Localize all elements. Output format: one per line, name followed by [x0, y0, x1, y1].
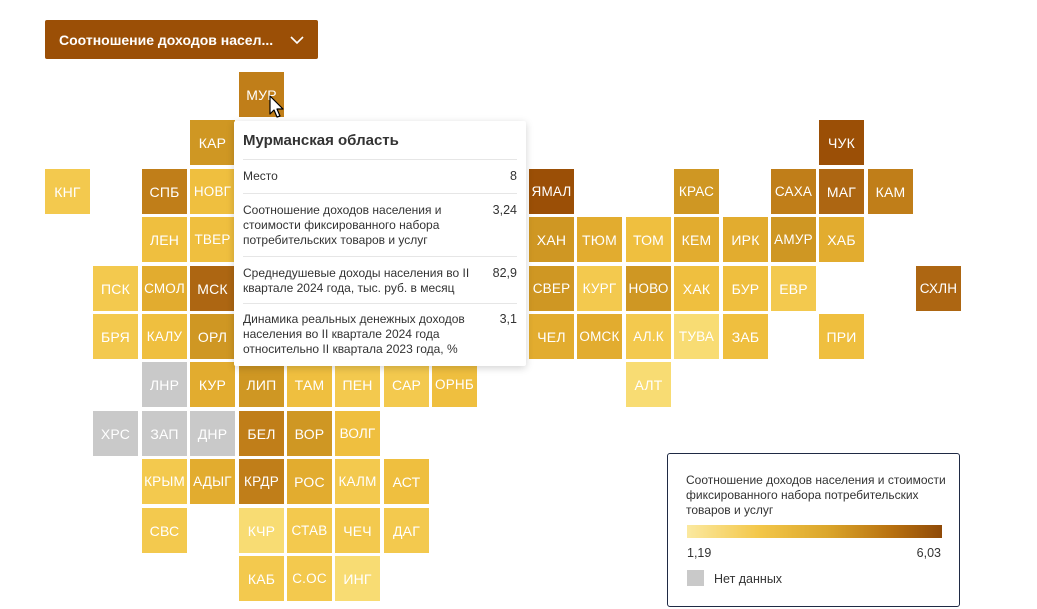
- region-tile-крдр[interactable]: КРДР: [239, 459, 284, 504]
- no-data-swatch: [687, 570, 704, 586]
- region-tile-ирк[interactable]: ИРК: [723, 217, 768, 262]
- region-tile-орл[interactable]: ОРЛ: [190, 314, 235, 359]
- region-tile-хрс[interactable]: ХРС: [93, 411, 138, 456]
- tooltip-row-value: 8: [510, 169, 517, 183]
- indicator-dropdown[interactable]: Соотношение доходов насел...: [45, 20, 318, 59]
- region-tile-чеч[interactable]: ЧЕЧ: [335, 508, 380, 553]
- legend-max-value: 6,03: [916, 546, 941, 560]
- indicator-dropdown-label: Соотношение доходов насел...: [59, 31, 274, 48]
- region-tile-аст[interactable]: АСТ: [384, 459, 429, 504]
- region-tile-омск[interactable]: ОМСК: [577, 314, 622, 359]
- region-tile-калм[interactable]: КАЛМ: [335, 459, 380, 504]
- region-tile-вор[interactable]: ВОР: [287, 411, 332, 456]
- region-tooltip: Мурманская область Место 8 Соотношение д…: [234, 121, 526, 366]
- region-tile-даг[interactable]: ДАГ: [384, 508, 429, 553]
- region-tile-свс[interactable]: СВС: [142, 508, 187, 553]
- region-tile-ново[interactable]: НОВО: [626, 266, 671, 311]
- region-tile-зап[interactable]: ЗАП: [142, 411, 187, 456]
- region-tile-волг[interactable]: ВОЛГ: [335, 411, 380, 456]
- tooltip-row-income: Среднедушевые доходы населения во II ква…: [243, 257, 517, 304]
- region-tile-саха[interactable]: САХА: [771, 169, 816, 214]
- region-tile-мск[interactable]: МСК: [190, 266, 235, 311]
- region-tile-кам[interactable]: КАМ: [868, 169, 913, 214]
- tooltip-row-label: Соотношение доходов населения и стоимост…: [243, 203, 442, 247]
- region-tile-ямал[interactable]: ЯМАЛ: [529, 169, 574, 214]
- region-tile-хаб[interactable]: ХАБ: [819, 217, 864, 262]
- region-tile-кург[interactable]: КУРГ: [577, 266, 622, 311]
- region-tile-рос[interactable]: РОС: [287, 459, 332, 504]
- region-tile-кар[interactable]: КАР: [190, 120, 235, 165]
- region-tile-том[interactable]: ТОМ: [626, 217, 671, 262]
- region-tile-инг[interactable]: ИНГ: [335, 556, 380, 601]
- region-tile-бря[interactable]: БРЯ: [93, 314, 138, 359]
- region-tile-став[interactable]: СТАВ: [287, 508, 332, 553]
- region-tile-при[interactable]: ПРИ: [819, 314, 864, 359]
- tooltip-row-value: 82,9: [492, 266, 517, 280]
- legend-gradient-bar: [687, 525, 942, 538]
- tooltip-title: Мурманская область: [243, 121, 517, 160]
- tooltip-row-label: Динамика реальных денежных доходов насел…: [243, 312, 465, 356]
- region-tile-тува[interactable]: ТУВА: [674, 314, 719, 359]
- tooltip-row-ratio: Соотношение доходов населения и стоимост…: [243, 194, 517, 257]
- region-tile-твер[interactable]: ТВЕР: [190, 217, 235, 262]
- region-tile-кур[interactable]: КУР: [190, 362, 235, 407]
- no-data-label: Нет данных: [714, 572, 783, 586]
- tooltip-row-value: 3,1: [499, 312, 517, 326]
- region-tile-лен[interactable]: ЛЕН: [142, 217, 187, 262]
- mouse-pointer-icon: [269, 95, 284, 118]
- region-tile-амур[interactable]: АМУР: [771, 217, 816, 262]
- region-tile-крас[interactable]: КРАС: [674, 169, 719, 214]
- region-tile-маг[interactable]: МАГ: [819, 169, 864, 214]
- region-tile-пен[interactable]: ПЕН: [335, 362, 380, 407]
- region-tile-ал.к[interactable]: АЛ.К: [626, 314, 671, 359]
- region-tile-сар[interactable]: САР: [384, 362, 429, 407]
- region-tile-спб[interactable]: СПБ: [142, 169, 187, 214]
- region-tile-бур[interactable]: БУР: [723, 266, 768, 311]
- region-tile-чел[interactable]: ЧЕЛ: [529, 314, 574, 359]
- region-tile-лип[interactable]: ЛИП: [239, 362, 284, 407]
- tooltip-row-value: 3,24: [492, 203, 517, 217]
- region-tile-пск[interactable]: ПСК: [93, 266, 138, 311]
- region-tile-новг[interactable]: НОВГ: [190, 169, 235, 214]
- region-tile-хан[interactable]: ХАН: [529, 217, 574, 262]
- region-tile-кем[interactable]: КЕМ: [674, 217, 719, 262]
- region-tile-кчр[interactable]: КЧР: [239, 508, 284, 553]
- region-tile-схлн[interactable]: СХЛН: [916, 266, 961, 311]
- region-tile-каб[interactable]: КАБ: [239, 556, 284, 601]
- region-tile-свер[interactable]: СВЕР: [529, 266, 574, 311]
- region-tile-там[interactable]: ТАМ: [287, 362, 332, 407]
- tooltip-row-dynamics: Динамика реальных денежных доходов насел…: [243, 304, 517, 366]
- region-tile-с.ос[interactable]: С.ОС: [287, 556, 332, 601]
- region-tile-лнр[interactable]: ЛНР: [142, 362, 187, 407]
- region-tile-тюм[interactable]: ТЮМ: [577, 217, 622, 262]
- region-tile-заб[interactable]: ЗАБ: [723, 314, 768, 359]
- region-tile-днр[interactable]: ДНР: [190, 411, 235, 456]
- chevron-down-icon: [290, 35, 304, 44]
- legend: Соотношение доходов населения и стоимост…: [667, 453, 960, 607]
- legend-min-value: 1,19: [687, 546, 712, 560]
- region-tile-алт[interactable]: АЛТ: [626, 362, 671, 407]
- tooltip-row-label: Среднедушевые доходы населения во II ква…: [243, 266, 470, 295]
- legend-title: Соотношение доходов населения и стоимост…: [686, 473, 946, 517]
- region-tile-орнб[interactable]: ОРНБ: [432, 362, 477, 407]
- tooltip-row-rank: Место 8: [243, 160, 517, 194]
- region-tile-бел[interactable]: БЕЛ: [239, 411, 284, 456]
- region-tile-кнг[interactable]: КНГ: [45, 169, 90, 214]
- region-tile-евр[interactable]: ЕВР: [771, 266, 816, 311]
- tooltip-row-label: Место: [243, 169, 278, 183]
- region-tile-калу[interactable]: КАЛУ: [142, 314, 187, 359]
- region-tile-чук[interactable]: ЧУК: [819, 120, 864, 165]
- region-tile-крым[interactable]: КРЫМ: [142, 459, 187, 504]
- region-tile-хак[interactable]: ХАК: [674, 266, 719, 311]
- region-tile-смол[interactable]: СМОЛ: [142, 266, 187, 311]
- region-tile-адыг[interactable]: АДЫГ: [190, 459, 235, 504]
